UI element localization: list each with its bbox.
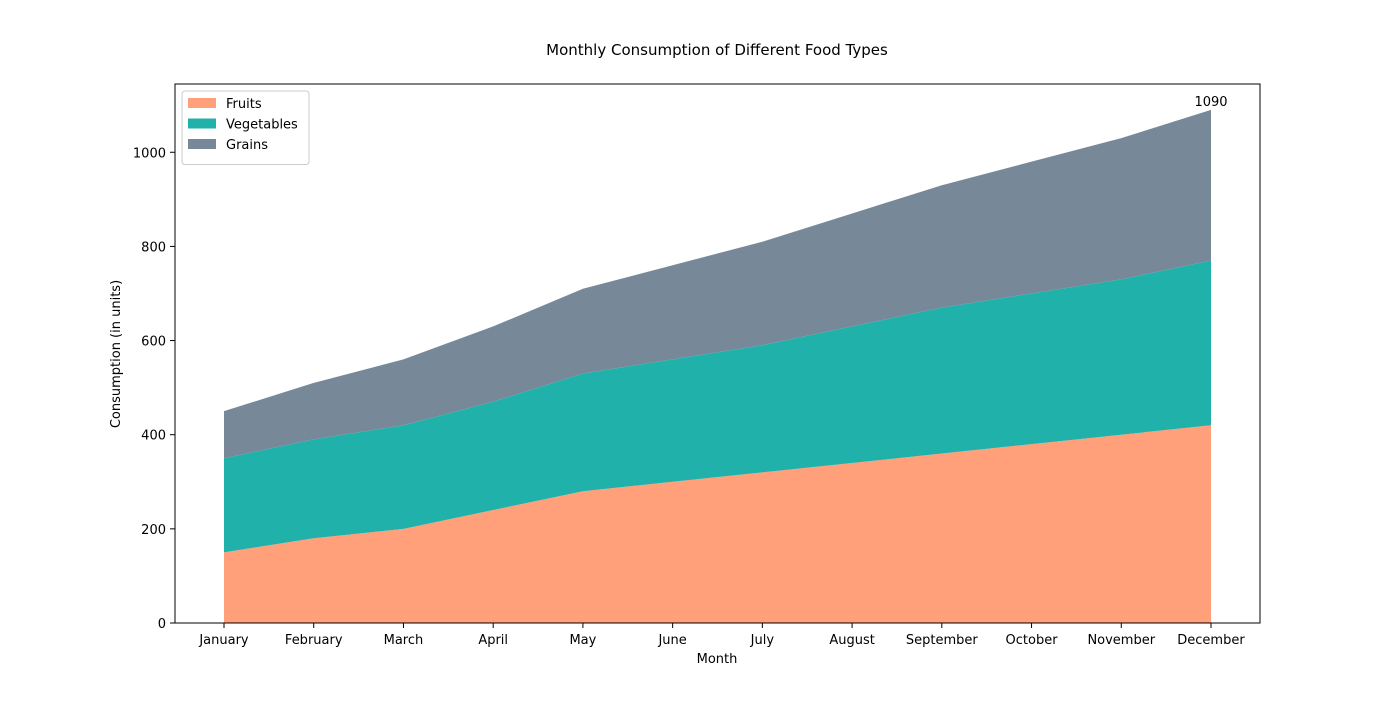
x-tick-label: June — [657, 633, 686, 648]
y-tick-label: 600 — [141, 335, 166, 350]
x-tick-label: May — [569, 633, 596, 648]
y-tick-label: 400 — [141, 429, 166, 444]
y-axis-label: Consumption (in units) — [109, 280, 124, 428]
x-tick-label: December — [1177, 633, 1245, 648]
y-tick-label: 200 — [141, 523, 166, 538]
x-tick-label: July — [750, 633, 775, 648]
area-grains — [224, 109, 1211, 459]
legend-swatch-vegetables — [188, 118, 216, 129]
legend-swatch-fruits — [188, 98, 216, 108]
y-tick-label: 1000 — [133, 146, 166, 161]
chart-title: Monthly Consumption of Different Food Ty… — [546, 41, 888, 59]
x-tick-label: April — [478, 633, 508, 648]
x-tick-label: November — [1087, 633, 1155, 648]
y-axis-ticks: 0 200 400 600 800 1000 — [133, 146, 175, 632]
legend-label-grains: Grains — [226, 138, 268, 153]
legend-label-vegetables: Vegetables — [226, 118, 298, 133]
x-tick-label: October — [1006, 633, 1059, 648]
y-tick-label: 0 — [158, 617, 166, 632]
y-tick-label: 800 — [141, 240, 166, 255]
x-axis-label: Month — [697, 652, 738, 667]
x-tick-label: March — [384, 633, 424, 648]
x-axis-ticks: January February March April May June July Augu… — [198, 623, 1245, 648]
total-annotation: 1090 — [1194, 95, 1227, 110]
area-vegetables — [224, 260, 1211, 553]
x-tick-label: January — [198, 633, 249, 648]
legend: Fruits Vegetables Grains — [181, 90, 310, 165]
x-tick-label: February — [285, 633, 343, 648]
legend-label-fruits: Fruits — [226, 97, 262, 112]
areas-layer — [224, 109, 1211, 623]
x-tick-label: August — [829, 633, 875, 648]
x-tick-label: September — [906, 633, 979, 648]
legend-swatch-grains — [188, 139, 216, 149]
area-fruits — [224, 425, 1211, 623]
plot-frame — [174, 83, 1261, 624]
